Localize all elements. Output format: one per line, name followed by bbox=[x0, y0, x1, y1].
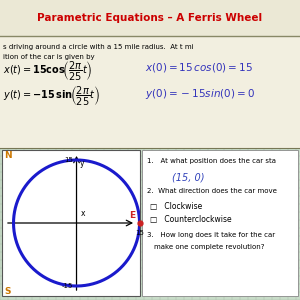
Text: $y(t) = \mathbf{-15\,sin}\!\left(\dfrac{2\pi}{25}t\right)$: $y(t) = \mathbf{-15\,sin}\!\left(\dfrac{… bbox=[3, 85, 100, 107]
Text: Parametric Equations – A Ferris Wheel: Parametric Equations – A Ferris Wheel bbox=[38, 13, 262, 23]
Bar bbox=[142, 150, 298, 296]
Text: y: y bbox=[80, 160, 84, 169]
Text: $y(0) = -15sin(0) = 0$: $y(0) = -15sin(0) = 0$ bbox=[145, 87, 255, 101]
Text: S: S bbox=[5, 286, 11, 296]
Bar bbox=[2, 150, 140, 296]
Text: $x(0) = 15\,cos(0) = 15$: $x(0) = 15\,cos(0) = 15$ bbox=[145, 61, 253, 74]
Text: $x(t) = \mathbf{15cos}\!\left(\dfrac{2\pi}{25}t\right)$: $x(t) = \mathbf{15cos}\!\left(\dfrac{2\p… bbox=[3, 59, 92, 83]
Text: N: N bbox=[4, 151, 12, 160]
Text: make one complete revolution?: make one complete revolution? bbox=[154, 244, 265, 250]
Text: □   Counterclockwise: □ Counterclockwise bbox=[150, 215, 232, 224]
Bar bbox=[0, 0, 300, 36]
Text: x: x bbox=[80, 209, 85, 218]
Text: □   Clockwise: □ Clockwise bbox=[150, 202, 202, 211]
Text: s driving around a circle with a 15 mile radius.  At t mi: s driving around a circle with a 15 mile… bbox=[3, 44, 194, 50]
Bar bbox=[0, 36, 300, 148]
Text: 3.   How long does it take for the car: 3. How long does it take for the car bbox=[147, 232, 275, 238]
Text: E: E bbox=[129, 212, 135, 220]
Text: 15: 15 bbox=[135, 230, 144, 236]
Text: 1.   At what position does the car sta: 1. At what position does the car sta bbox=[147, 158, 276, 164]
Text: 2.  What direction does the car move: 2. What direction does the car move bbox=[147, 188, 277, 194]
Text: 15: 15 bbox=[64, 157, 74, 163]
Text: ition of the car is given by: ition of the car is given by bbox=[3, 54, 94, 60]
Text: -15: -15 bbox=[62, 283, 74, 289]
Text: (15, 0): (15, 0) bbox=[172, 172, 205, 182]
